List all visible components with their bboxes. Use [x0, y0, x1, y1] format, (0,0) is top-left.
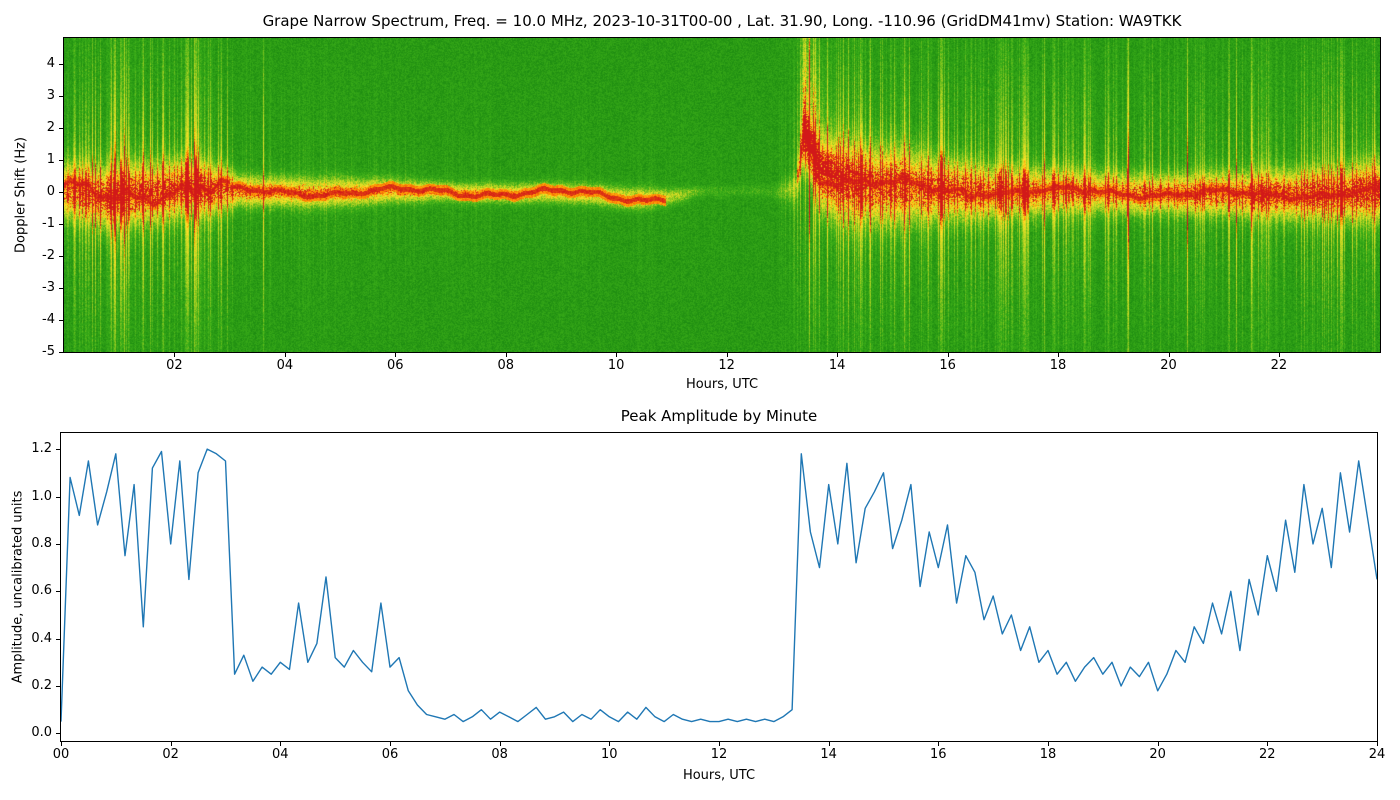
x-tick-label: 14 — [828, 358, 846, 373]
x-tick-mark — [1267, 742, 1269, 746]
x-tick-label: 16 — [930, 747, 947, 762]
y-tick-label: 2 — [46, 119, 55, 135]
x-tick-label: 00 — [52, 747, 70, 762]
x-tick-mark — [616, 353, 618, 357]
x-tick-mark — [1278, 353, 1280, 357]
y-tick-label: 0.2 — [31, 678, 52, 693]
y-tick-label: -4 — [42, 312, 55, 327]
x-tick-mark — [170, 742, 172, 746]
y-tick-label: 0.0 — [31, 725, 52, 741]
y-tick-mark — [59, 352, 63, 353]
y-tick-label: 0 — [46, 183, 55, 199]
y-tick-label: 0.4 — [31, 630, 52, 646]
x-tick-mark — [938, 742, 940, 746]
y-tick-label: 1.2 — [31, 441, 52, 457]
spectrogram-title: Grape Narrow Spectrum, Freq. = 10.0 MHz,… — [262, 12, 1182, 30]
x-tick-label: 18 — [1049, 358, 1067, 373]
x-tick-mark — [499, 742, 501, 746]
x-tick-label: 12 — [710, 747, 728, 762]
x-tick-mark — [1157, 742, 1159, 746]
x-tick-mark — [1168, 353, 1170, 357]
y-tick-mark — [59, 127, 63, 129]
y-tick-mark — [59, 287, 63, 289]
x-tick-label: 06 — [381, 747, 399, 762]
y-tick-label: -3 — [42, 279, 55, 295]
x-tick-mark — [719, 742, 720, 746]
spectrogram-xlabel: Hours, UTC — [685, 377, 759, 392]
spectrogram-image — [64, 38, 1380, 352]
y-tick-mark — [56, 591, 60, 593]
y-tick-mark — [56, 686, 60, 687]
y-tick-label: 4 — [46, 55, 55, 71]
x-tick-mark — [395, 353, 397, 357]
y-tick-mark — [56, 496, 60, 498]
amplitude-title: Peak Amplitude by Minute — [620, 407, 818, 425]
x-tick-mark — [609, 742, 611, 746]
x-tick-mark — [828, 742, 830, 746]
x-tick-mark — [284, 353, 286, 357]
y-tick-mark — [59, 95, 63, 97]
x-tick-label: 20 — [1149, 747, 1166, 762]
x-tick-label: 14 — [820, 747, 837, 762]
x-tick-mark — [1058, 353, 1059, 357]
x-tick-label: 22 — [1259, 747, 1276, 762]
x-tick-mark — [1377, 742, 1378, 746]
x-tick-label: 08 — [497, 358, 515, 373]
amplitude-line-chart — [61, 448, 1377, 723]
y-tick-mark — [59, 191, 63, 193]
x-tick-mark — [505, 353, 507, 357]
y-tick-mark — [56, 449, 60, 451]
y-tick-label: 0.8 — [31, 535, 52, 551]
x-tick-label: 06 — [387, 358, 404, 373]
y-tick-label: -5 — [42, 344, 55, 359]
x-tick-label: 20 — [1160, 358, 1177, 373]
x-tick-mark — [390, 742, 391, 746]
x-tick-mark — [280, 742, 282, 746]
y-tick-mark — [56, 733, 60, 735]
y-tick-mark — [59, 63, 63, 65]
y-tick-label: 1 — [46, 151, 55, 167]
x-tick-mark — [726, 353, 728, 357]
x-tick-label: 16 — [939, 358, 956, 373]
y-tick-label: 0.6 — [31, 583, 52, 599]
spectrogram-plot-area — [63, 37, 1381, 353]
y-tick-label: -1 — [42, 215, 55, 231]
x-tick-mark — [947, 353, 949, 357]
x-tick-label: 08 — [491, 747, 508, 762]
x-tick-mark — [837, 353, 839, 357]
x-tick-mark — [1048, 742, 1049, 746]
x-tick-label: 02 — [162, 747, 179, 762]
y-tick-label: 3 — [46, 87, 55, 103]
amplitude-plot-area — [60, 432, 1378, 742]
y-tick-label: 1.0 — [31, 488, 52, 504]
x-tick-label: 18 — [1039, 747, 1057, 762]
x-tick-label: 10 — [601, 747, 618, 762]
y-tick-mark — [59, 255, 63, 257]
y-tick-mark — [59, 223, 63, 225]
x-tick-label: 10 — [607, 358, 625, 373]
x-tick-label: 12 — [718, 358, 735, 373]
x-tick-label: 22 — [1270, 358, 1288, 373]
amplitude-line — [61, 448, 1377, 723]
y-tick-label: -2 — [42, 247, 55, 263]
x-tick-label: 04 — [276, 358, 294, 373]
y-tick-mark — [59, 320, 63, 321]
y-tick-mark — [56, 543, 60, 545]
x-tick-mark — [61, 742, 62, 746]
y-tick-mark — [59, 159, 63, 161]
y-tick-mark — [56, 638, 60, 640]
x-tick-label: 02 — [166, 358, 183, 373]
amplitude-xlabel: Hours, UTC — [682, 768, 756, 783]
x-tick-mark — [174, 353, 176, 357]
x-tick-label: 24 — [1368, 747, 1386, 762]
x-tick-label: 04 — [272, 747, 289, 762]
